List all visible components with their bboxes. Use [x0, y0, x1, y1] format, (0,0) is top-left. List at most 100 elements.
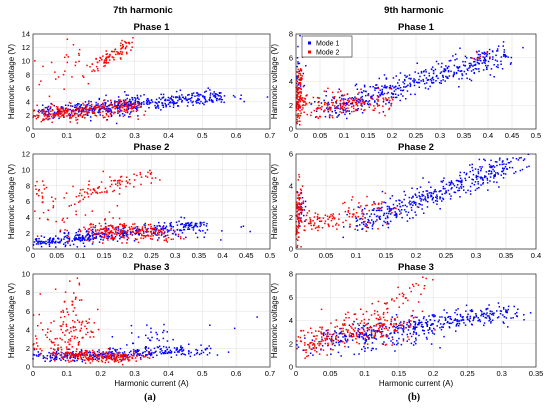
- data-point-mode-1: [321, 345, 324, 347]
- data-point-mode-2: [134, 226, 136, 229]
- data-point-mode-2: [351, 333, 354, 335]
- data-point-mode-2: [51, 121, 53, 124]
- data-point-mode-1: [448, 181, 450, 184]
- data-point-mode-2: [116, 110, 119, 112]
- data-point-mode-1: [300, 211, 303, 213]
- data-point-mode-1: [413, 321, 415, 323]
- data-point-mode-1: [370, 329, 373, 331]
- data-point-mode-1: [312, 347, 314, 349]
- data-point-mode-2: [147, 352, 150, 354]
- data-point-mode-2: [349, 223, 351, 226]
- data-point-mode-1: [299, 85, 302, 87]
- data-point-mode-1: [169, 105, 171, 108]
- data-point-mode-1: [367, 322, 369, 325]
- data-point-mode-1: [392, 96, 395, 99]
- data-point-mode-2: [136, 355, 138, 357]
- data-point-mode-1: [66, 357, 68, 359]
- data-point-mode-1: [129, 113, 131, 115]
- data-point-mode-2: [53, 344, 56, 346]
- data-point-mode-1: [411, 201, 413, 203]
- data-point-mode-2: [352, 99, 354, 101]
- data-point-mode-1: [374, 89, 376, 91]
- data-point-mode-1: [457, 69, 459, 72]
- data-point-mode-1: [74, 236, 76, 238]
- data-point-mode-2: [73, 354, 75, 357]
- data-point-mode-2: [47, 209, 50, 211]
- data-point-mode-1: [425, 200, 427, 202]
- data-point-mode-2: [384, 97, 387, 99]
- data-point-mode-1: [510, 317, 512, 319]
- data-point-mode-1: [503, 51, 505, 53]
- data-point-mode-1: [441, 62, 443, 65]
- data-point-mode-2: [132, 37, 134, 39]
- data-point-mode-2: [119, 108, 121, 110]
- data-point-mode-1: [487, 60, 490, 63]
- data-point-mode-2: [75, 210, 77, 213]
- data-point-mode-1: [401, 333, 403, 336]
- data-point-mode-1: [80, 358, 83, 360]
- data-point-mode-1: [183, 225, 185, 228]
- data-point-mode-1: [464, 65, 466, 67]
- data-point-mode-1: [45, 240, 47, 243]
- data-point-mode-1: [203, 103, 205, 106]
- data-point-mode-1: [143, 94, 145, 96]
- data-point-mode-1: [373, 325, 375, 327]
- data-point-mode-2: [74, 298, 77, 300]
- data-point-mode-1: [436, 203, 438, 205]
- data-point-mode-1: [51, 356, 53, 359]
- data-point-mode-1: [426, 322, 428, 325]
- data-point-mode-1: [179, 89, 182, 91]
- data-point-mode-1: [219, 98, 221, 100]
- data-point-mode-1: [498, 306, 501, 308]
- data-point-mode-1: [99, 235, 101, 238]
- data-point-mode-1: [131, 332, 133, 334]
- data-point-mode-2: [319, 107, 322, 109]
- data-point-mode-1: [381, 88, 384, 91]
- data-point-mode-1: [56, 111, 59, 113]
- data-point-mode-1: [76, 238, 79, 240]
- data-point-mode-2: [149, 223, 152, 226]
- data-point-mode-1: [351, 333, 353, 335]
- data-point-mode-1: [368, 100, 371, 102]
- data-point-mode-1: [358, 335, 361, 337]
- data-point-mode-1: [178, 349, 181, 352]
- data-point-mode-2: [136, 238, 138, 241]
- data-point-mode-2: [52, 205, 55, 207]
- data-point-mode-1: [381, 206, 383, 209]
- data-point-mode-2: [76, 118, 79, 121]
- data-point-mode-1: [395, 322, 397, 325]
- data-point-mode-2: [44, 112, 47, 114]
- data-point-mode-2: [72, 325, 75, 328]
- data-point-mode-1: [376, 102, 378, 105]
- data-point-mode-1: [398, 327, 400, 329]
- data-point-mode-2: [298, 82, 300, 84]
- data-point-mode-1: [443, 335, 445, 338]
- data-point-mode-2: [114, 105, 116, 108]
- data-point-mode-2: [97, 308, 99, 311]
- data-point-mode-1: [376, 87, 378, 89]
- data-point-mode-1: [216, 94, 219, 96]
- x-tick-label: 0: [294, 131, 298, 140]
- data-point-mode-1: [187, 94, 189, 96]
- data-point-mode-2: [147, 356, 149, 359]
- data-point-mode-2: [107, 61, 110, 64]
- data-point-mode-1: [136, 96, 139, 99]
- data-point-mode-2: [476, 58, 478, 60]
- data-point-mode-1: [461, 73, 463, 75]
- data-point-mode-2: [71, 300, 74, 303]
- data-point-mode-2: [180, 237, 182, 240]
- y-tick-label: 6: [289, 150, 293, 159]
- data-point-mode-2: [318, 220, 321, 222]
- data-point-mode-2: [87, 108, 89, 111]
- data-point-mode-1: [121, 352, 124, 354]
- data-point-mode-1: [478, 50, 480, 52]
- data-point-mode-1: [468, 67, 470, 69]
- data-point-mode-1: [488, 173, 490, 175]
- data-point-mode-2: [104, 191, 106, 193]
- data-point-mode-2: [365, 324, 367, 326]
- data-point-mode-2: [107, 231, 109, 234]
- data-point-mode-1: [378, 216, 380, 218]
- data-point-mode-1: [485, 64, 487, 67]
- data-point-mode-2: [296, 205, 298, 207]
- data-point-mode-1: [377, 86, 379, 89]
